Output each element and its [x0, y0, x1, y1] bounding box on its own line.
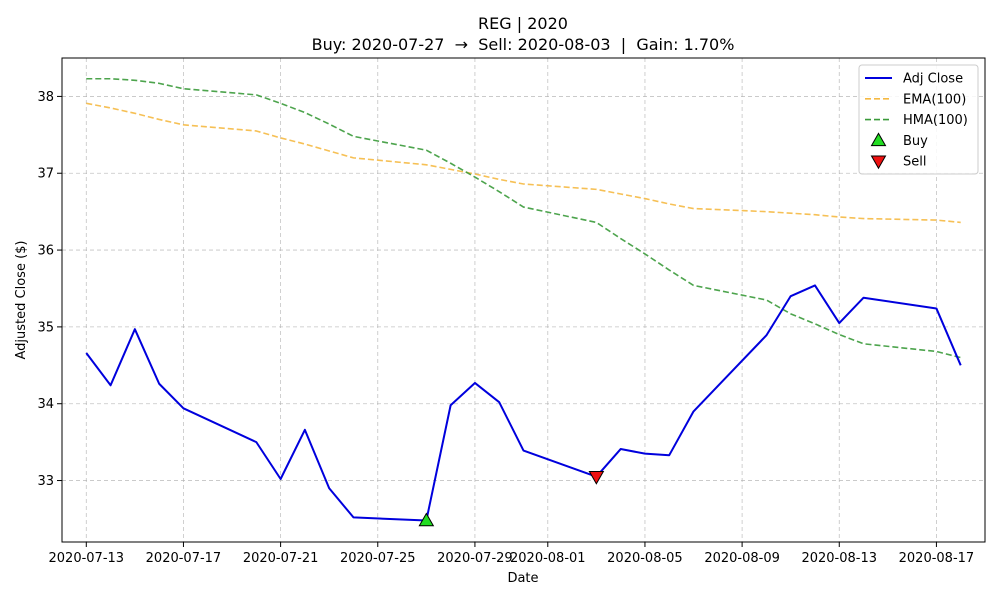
- chart-subtitle: Buy: 2020-07-27 → Sell: 2020-08-03 | Gai…: [312, 35, 735, 54]
- x-tick-label: 2020-07-25: [340, 551, 416, 566]
- chart-title: REG | 2020: [478, 14, 568, 33]
- x-tick-label: 2020-07-21: [243, 551, 319, 566]
- x-tick-label: 2020-07-13: [49, 551, 125, 566]
- legend-label: Sell: [903, 155, 926, 170]
- x-tick-label: 2020-08-01: [510, 551, 586, 566]
- x-tick-label: 2020-08-05: [607, 551, 683, 566]
- legend-frame: [858, 64, 979, 175]
- grid: [62, 58, 985, 542]
- legend-label: Adj Close: [903, 72, 963, 87]
- x-tick-label: 2020-07-17: [146, 551, 222, 566]
- series-layer: [85, 77, 962, 522]
- series-line-adj-close: [85, 284, 962, 522]
- x-tick-label: 2020-07-29: [437, 551, 513, 566]
- x-tick-label: 2020-08-17: [899, 551, 975, 566]
- buy-marker: [418, 512, 435, 527]
- series-line-hma-100: [86, 77, 961, 359]
- legend-swatch: [870, 155, 887, 170]
- y-tick-label: 36: [37, 244, 54, 259]
- legend-label: EMA(100): [903, 92, 966, 107]
- y-tick-label: 34: [37, 397, 54, 412]
- legend-label: Buy: [903, 134, 928, 149]
- plot-frame: [61, 57, 986, 543]
- y-tick-label: 33: [37, 474, 54, 489]
- x-axis: 2020-07-13 2020-07-17 2020-07-21 2020-07-25…: [49, 542, 975, 566]
- x-tick-label: 2020-08-13: [801, 551, 877, 566]
- y-axis: 33 34 35 36 37 38: [37, 90, 62, 489]
- legend-swatch: [870, 132, 887, 147]
- marker-layer: [418, 470, 605, 527]
- y-tick-label: 37: [37, 167, 54, 182]
- y-tick-label: 35: [37, 320, 54, 335]
- y-tick-label: 38: [37, 90, 54, 105]
- sell-marker: [588, 470, 605, 485]
- x-tick-label: 2020-08-09: [704, 551, 780, 566]
- legend: Adj Close EMA(100) HMA(100) Buy Sell: [858, 64, 979, 175]
- y-axis-label: Adjusted Close ($): [14, 241, 29, 360]
- series-line-ema-100: [86, 102, 961, 224]
- legend-label: HMA(100): [903, 113, 968, 128]
- x-axis-label: Date: [507, 571, 538, 586]
